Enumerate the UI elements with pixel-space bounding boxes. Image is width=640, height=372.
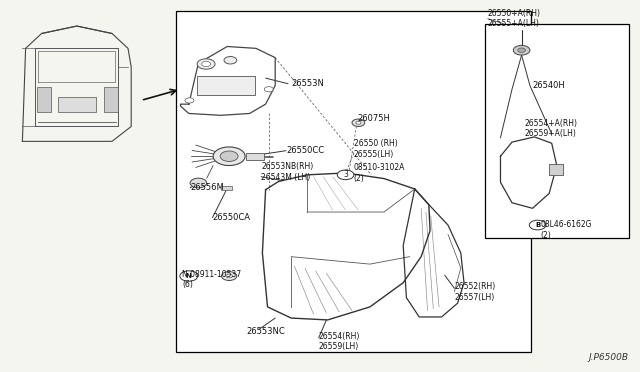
Circle shape (202, 61, 211, 67)
Text: 08L46-6162G
(2): 08L46-6162G (2) (541, 220, 592, 240)
Text: 26553NB(RH)
26543M (LH): 26553NB(RH) 26543M (LH) (261, 162, 314, 182)
Circle shape (213, 147, 245, 166)
Text: N 08911-10537
(6): N 08911-10537 (6) (182, 270, 241, 289)
Circle shape (180, 271, 198, 281)
Circle shape (221, 272, 237, 280)
Circle shape (226, 274, 232, 278)
Text: 26554(RH)
26559(LH): 26554(RH) 26559(LH) (319, 332, 360, 351)
Bar (197, 76, 255, 95)
Bar (549, 164, 563, 175)
Circle shape (356, 121, 361, 124)
Bar (221, 186, 232, 190)
Text: 26550CA: 26550CA (212, 213, 250, 222)
Circle shape (190, 178, 207, 188)
Circle shape (197, 59, 215, 69)
Circle shape (185, 98, 194, 103)
Circle shape (529, 220, 546, 230)
Text: 26550 (RH)
26555(LH): 26550 (RH) 26555(LH) (354, 139, 397, 158)
Text: 26540H: 26540H (532, 81, 565, 90)
Text: 26550CC: 26550CC (287, 146, 325, 155)
Circle shape (224, 57, 237, 64)
Text: 08510-3102A
(2): 08510-3102A (2) (353, 163, 404, 183)
Text: J.P6500B: J.P6500B (589, 353, 628, 362)
Text: 26553N: 26553N (291, 79, 324, 88)
Circle shape (264, 87, 273, 92)
Bar (58, 97, 96, 112)
Text: N: N (186, 273, 192, 279)
Bar (104, 87, 118, 112)
Bar (176, 11, 531, 352)
Circle shape (220, 151, 238, 161)
Text: 26550+A(RH)
26555+A(LH): 26550+A(RH) 26555+A(LH) (488, 9, 541, 28)
Text: B: B (535, 222, 540, 228)
Circle shape (352, 119, 365, 126)
Circle shape (518, 48, 525, 52)
Text: 26554+A(RH)
26559+A(LH): 26554+A(RH) 26559+A(LH) (525, 119, 578, 138)
Circle shape (337, 170, 354, 180)
Bar (37, 87, 51, 112)
Text: 3: 3 (343, 170, 348, 179)
Circle shape (513, 45, 530, 55)
Text: 26553NC: 26553NC (246, 327, 285, 336)
Bar (246, 153, 264, 160)
Text: 26556M: 26556M (190, 183, 224, 192)
Text: 26552(RH)
26557(LH): 26552(RH) 26557(LH) (454, 282, 495, 302)
Text: 26075H: 26075H (357, 114, 390, 123)
Bar (485, 24, 629, 238)
